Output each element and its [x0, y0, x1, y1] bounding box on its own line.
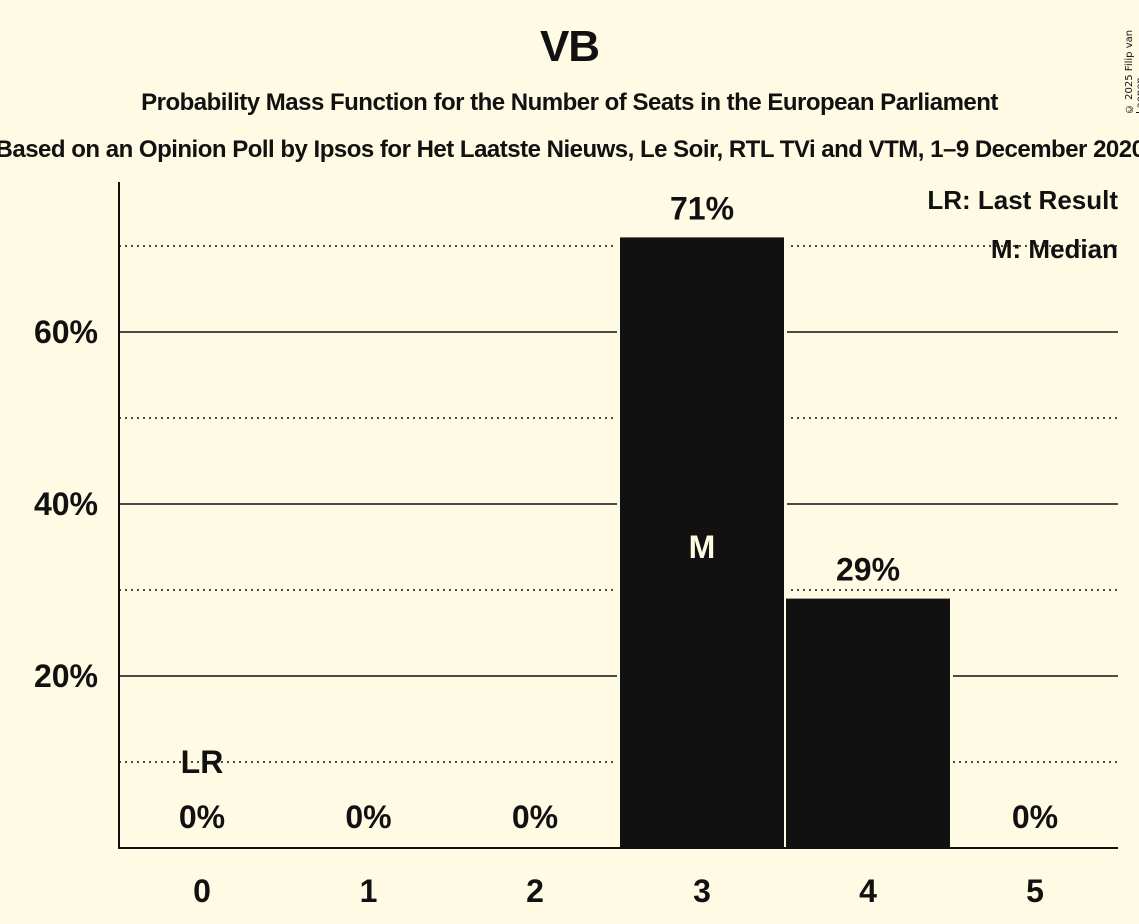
- value-label: 29%: [836, 552, 900, 588]
- chart-title: VB: [539, 22, 600, 71]
- bar-3: [620, 237, 784, 848]
- x-tick-label: 5: [1026, 873, 1044, 909]
- chart-subtitle: Probability Mass Function for the Number…: [141, 89, 998, 116]
- y-tick-label: 20%: [34, 658, 98, 694]
- value-label: 71%: [670, 190, 734, 226]
- y-tick-label: 40%: [34, 486, 98, 522]
- x-tick-label: 3: [693, 873, 711, 909]
- legend-median: M: Median: [991, 234, 1118, 264]
- value-label: 0%: [512, 799, 558, 835]
- x-tick-label: 2: [526, 873, 544, 909]
- value-label: 0%: [345, 799, 391, 835]
- value-label: 0%: [179, 799, 225, 835]
- chart-source: Based on an Opinion Poll by Ipsos for He…: [0, 136, 1139, 163]
- x-tick-label: 1: [360, 873, 378, 909]
- last-result-marker: LR: [181, 744, 224, 780]
- x-tick-label: 0: [193, 873, 211, 909]
- bar-4: [786, 598, 950, 848]
- value-label: 0%: [1012, 799, 1058, 835]
- legend-last-result: LR: Last Result: [927, 185, 1118, 215]
- x-tick-label: 4: [859, 873, 877, 909]
- y-tick-label: 60%: [34, 314, 98, 350]
- median-marker: M: [689, 529, 716, 565]
